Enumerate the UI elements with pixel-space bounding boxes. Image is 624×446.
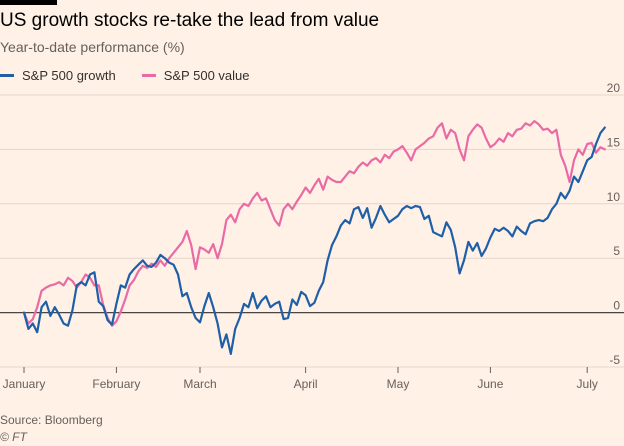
line-chart: 20 15 10 5 0 -5 January February March April May Ju… <box>0 81 624 391</box>
x-tick-label: February <box>92 377 140 391</box>
legend-swatch-growth <box>0 74 14 77</box>
legend-label-value: S&P 500 value <box>163 68 250 83</box>
y-tick-label: 15 <box>607 135 621 149</box>
x-tick-label: July <box>577 377 598 391</box>
y-tick-label: 20 <box>607 81 621 95</box>
x-tick-label: May <box>387 377 410 391</box>
x-tick-label: January <box>3 377 46 391</box>
y-tick-label: 5 <box>613 244 620 258</box>
legend-item-growth: S&P 500 growth <box>0 68 116 83</box>
chart-subtitle: Year-to-date performance (%) <box>0 39 185 55</box>
credit-note: © FT <box>0 430 27 444</box>
y-tick-label: 0 <box>613 299 620 313</box>
series-line-growth <box>22 126 606 355</box>
y-tick-label: -5 <box>609 353 620 367</box>
series-line-value <box>22 119 606 327</box>
x-tick-label: June <box>477 377 503 391</box>
legend-label-growth: S&P 500 growth <box>22 68 116 83</box>
y-tick-label: 10 <box>607 190 621 204</box>
x-tick-label: April <box>294 377 318 391</box>
x-tick-label: March <box>183 377 216 391</box>
brand-bar <box>0 0 57 5</box>
source-note: Source: Bloomberg <box>0 413 103 427</box>
legend-item-value: S&P 500 value <box>141 68 250 83</box>
legend: S&P 500 growth S&P 500 value <box>0 68 276 83</box>
legend-swatch-value <box>141 74 156 77</box>
chart-title: US growth stocks re-take the lead from v… <box>0 10 380 31</box>
